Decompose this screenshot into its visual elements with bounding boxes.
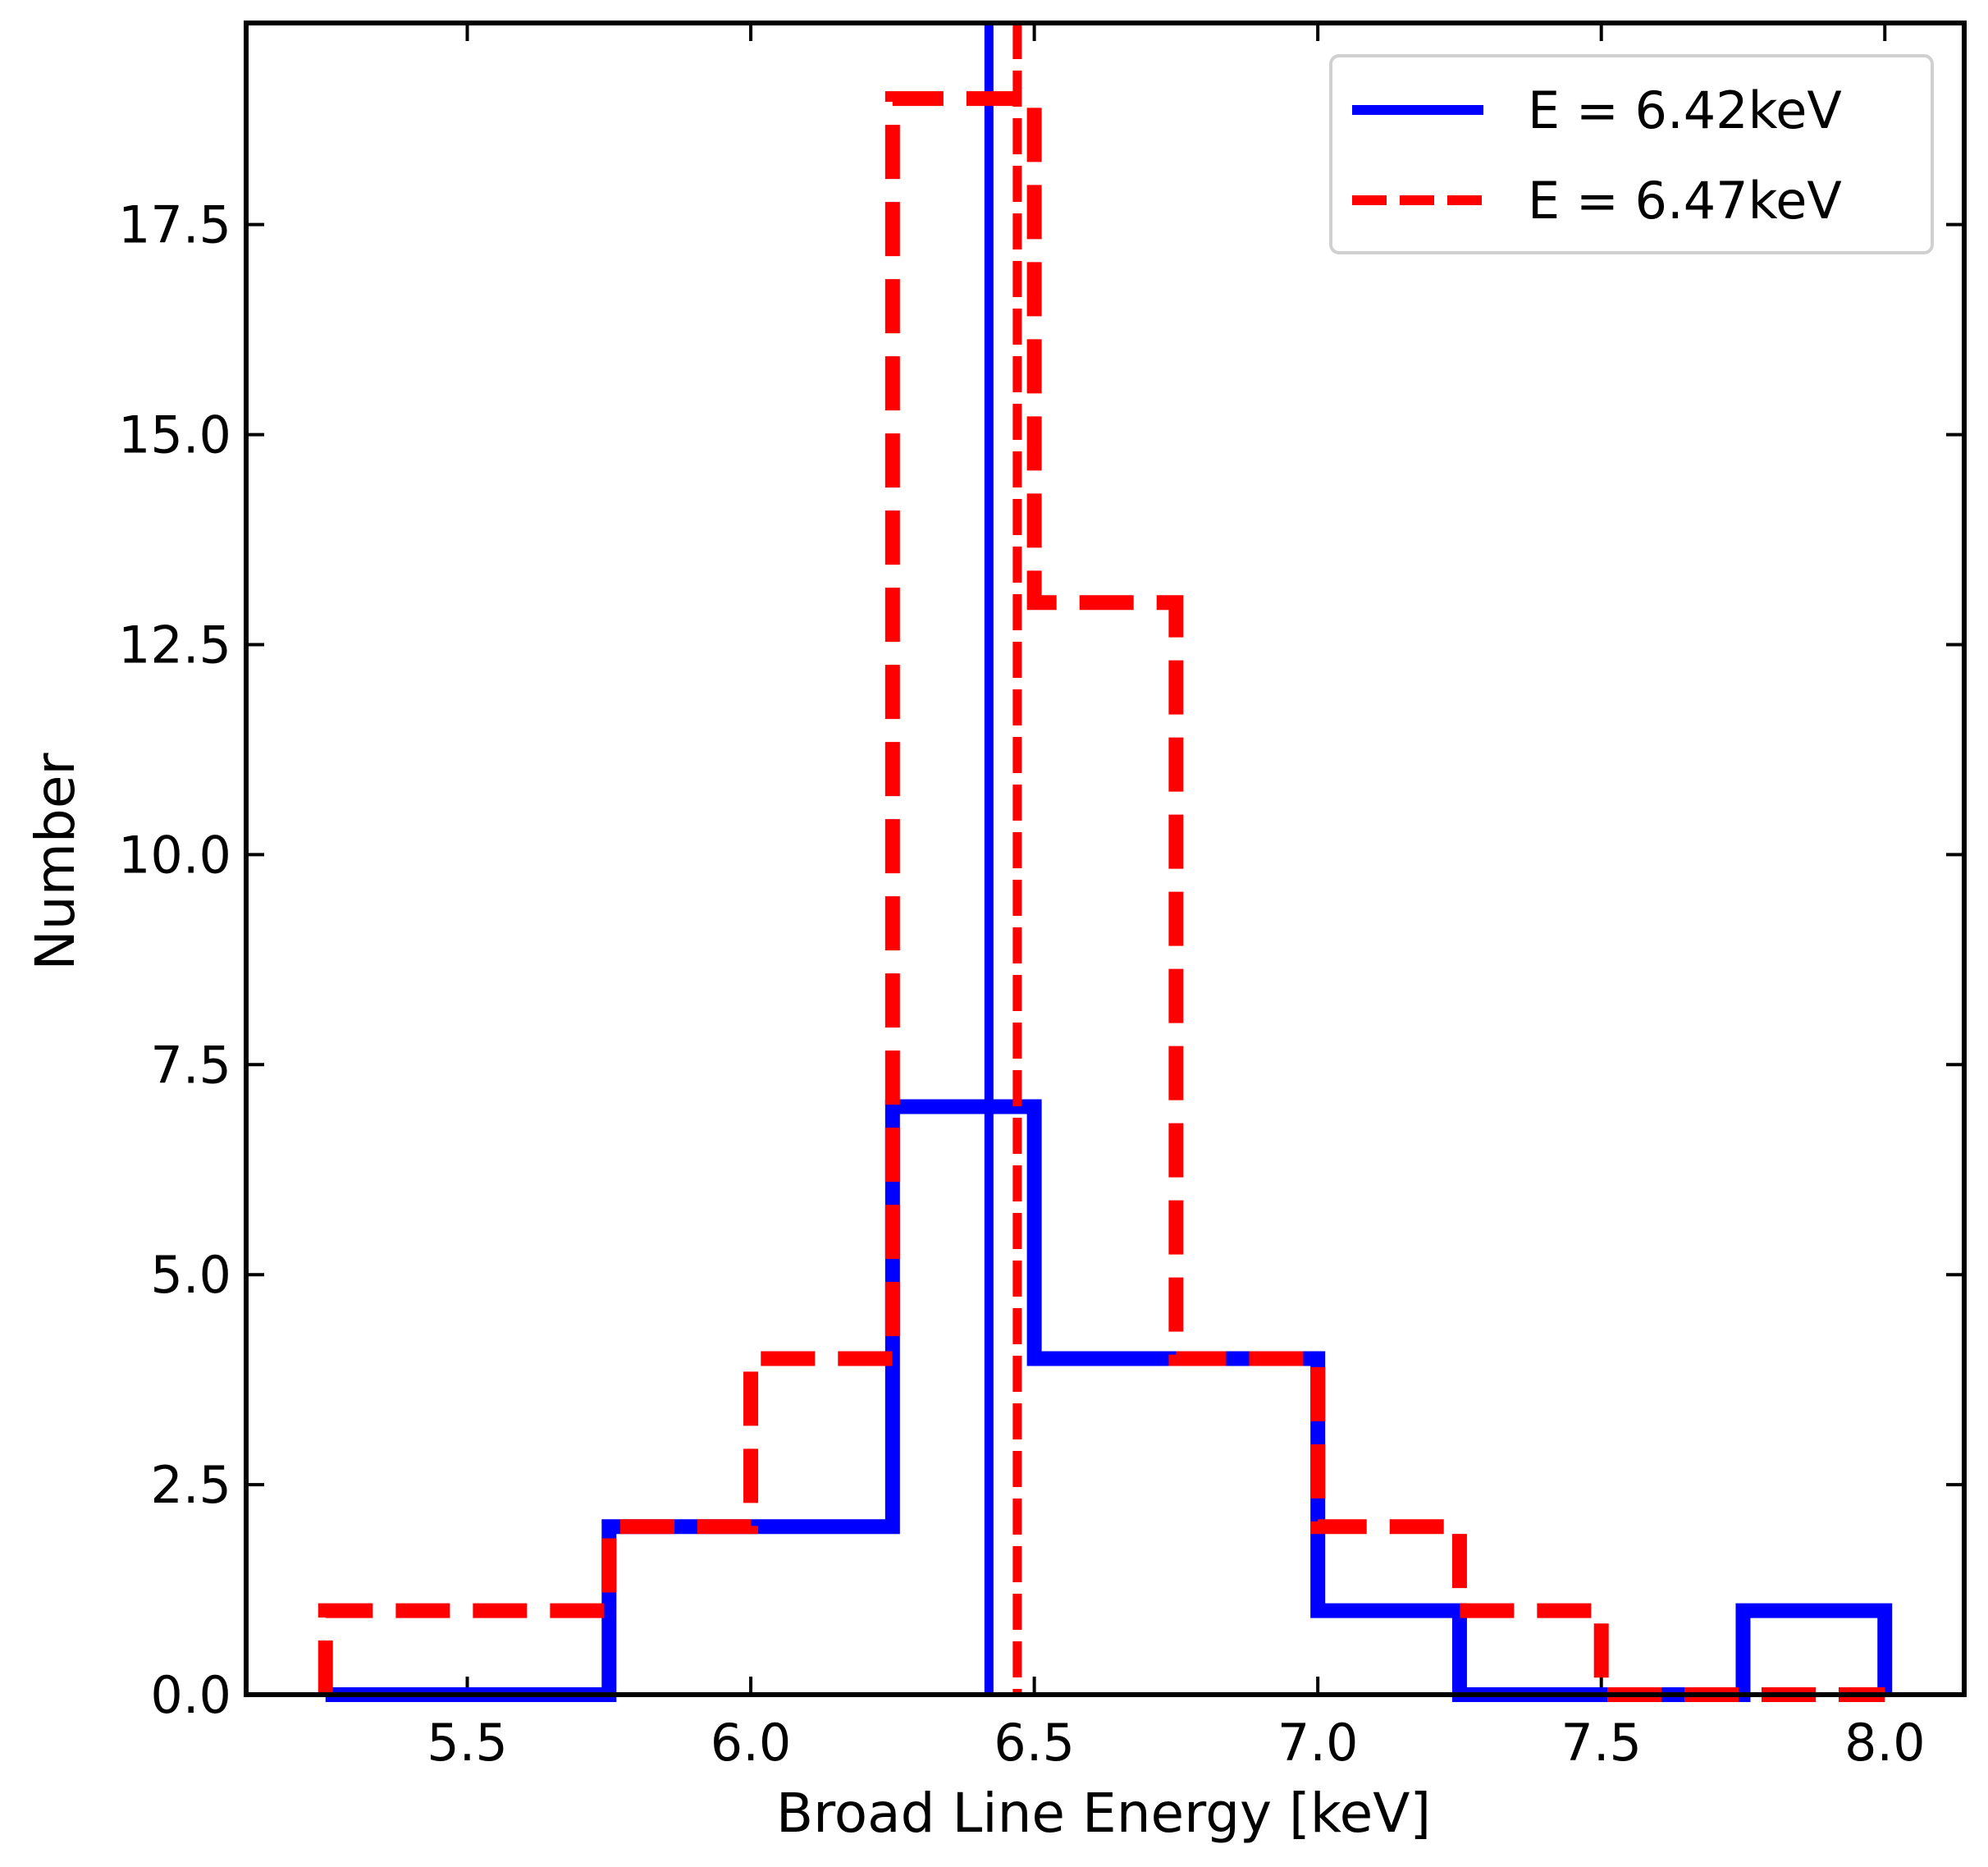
axes-border <box>244 21 1967 1697</box>
y-tick-label: 0.0 <box>150 1665 231 1725</box>
x-tick-label: 5.5 <box>427 1713 508 1773</box>
y-tick-label: 10.0 <box>118 825 231 885</box>
y-tick-label: 7.5 <box>150 1035 231 1095</box>
plot-background <box>246 23 1964 1695</box>
y-tick-label: 12.5 <box>118 615 231 675</box>
x-tick-label: 7.5 <box>1561 1713 1642 1773</box>
x-tick-label: 7.0 <box>1277 1713 1359 1773</box>
x-tick-label: 6.5 <box>994 1713 1075 1773</box>
x-axis-title: Broad Line Energy [keV] <box>776 1782 1431 1845</box>
y-axis-title: Number <box>24 753 87 971</box>
x-tick-label: 8.0 <box>1844 1713 1926 1773</box>
axes-frame <box>244 21 1967 1697</box>
tick-labels: 5.5 6.0 6.5 7.0 7.5 8.0 0.0 2.5 5.0 7.5 10.0 12.5 15… <box>118 195 1926 1773</box>
legend: E = 6.42keV E = 6.47keV <box>1329 54 1934 254</box>
y-tick-label: 2.5 <box>150 1455 231 1515</box>
legend-label: E = 6.42keV <box>1528 80 1842 140</box>
plot-area <box>246 23 1964 1695</box>
y-tick-label: 15.0 <box>118 405 231 465</box>
series-2 <box>318 23 1885 1702</box>
y-tick-label: 5.0 <box>150 1245 231 1305</box>
x-tick-label: 6.0 <box>711 1713 792 1773</box>
legend-label: E = 6.47keV <box>1528 171 1842 231</box>
histogram-dashed-outline <box>318 91 1885 1702</box>
y-tick-label: 17.5 <box>118 195 231 255</box>
